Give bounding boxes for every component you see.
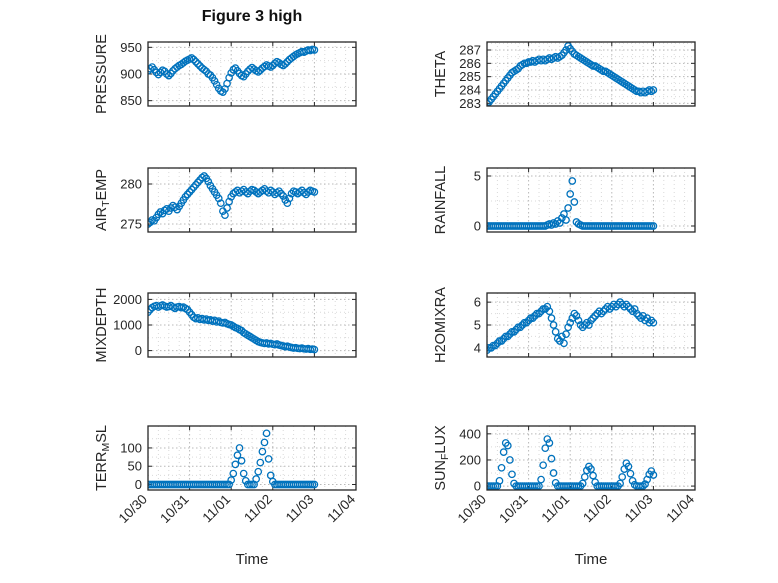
x-tick-label: 11/02	[241, 492, 275, 526]
scatter-series	[148, 429, 319, 489]
subplot-terr_msl: 0 50 100 10/30 10/31 11/01 11/02 11/03 11/04 TERR…	[94, 425, 358, 526]
x-tick-label: 10/31	[496, 492, 531, 527]
y-tick-label: 900	[120, 67, 142, 82]
y-tick-label: 2000	[113, 292, 142, 307]
y-tick-label: 0	[135, 477, 142, 492]
y-tick-label: 5	[474, 169, 481, 184]
x-tick-label: 11/01	[200, 492, 234, 526]
x-tick-label: 11/02	[580, 492, 614, 526]
subplot-pressure: 850 900 950 PRESSURE	[94, 34, 357, 114]
scatter-series	[148, 45, 319, 96]
subplot-h2omixra: 4 5 6 H2OMIXRA	[433, 287, 696, 363]
subplot-sun_flux: 0 200 400 10/30 10/31 11/01 11/02 11/03 11/04 SUN…	[433, 425, 697, 526]
x-tick-label: 11/03	[622, 492, 656, 526]
y-axis-label: PRESSURE	[94, 34, 110, 114]
scatter-series	[487, 42, 658, 106]
y-tick-label: 286	[459, 56, 481, 71]
y-tick-label: 950	[120, 40, 142, 55]
y-tick-label: 287	[459, 43, 481, 58]
x-tick-label: 10/30	[455, 492, 490, 527]
y-tick-label: 100	[120, 440, 142, 455]
y-tick-label: 0	[474, 479, 481, 494]
scatter-series	[487, 298, 658, 354]
x-tick-label: 11/03	[283, 492, 317, 526]
figure-title: Figure 3 high	[201, 8, 303, 25]
y-axis-label: AIRTEMP	[94, 169, 112, 231]
scatter-series	[148, 301, 319, 354]
y-tick-label: 50	[128, 459, 142, 474]
y-tick-label: 0	[474, 219, 481, 234]
subplot-air_temp: 275 280 AIRTEMP	[94, 167, 357, 233]
y-tick-label: 400	[459, 426, 481, 441]
scatter-series	[487, 435, 658, 490]
y-tick-label: 284	[459, 83, 481, 98]
y-axis-label: H2OMIXRA	[433, 287, 449, 363]
x-tick-label: 10/31	[157, 492, 192, 527]
y-axis-label: TERRMSL	[94, 425, 112, 491]
y-tick-label: 850	[120, 93, 142, 108]
y-axis-label: MIXDEPTH	[94, 288, 110, 363]
y-tick-label: 283	[459, 96, 481, 111]
x-tick-label: 11/04	[324, 491, 358, 525]
y-tick-label: 285	[459, 69, 481, 84]
y-tick-label: 5	[474, 318, 481, 333]
y-tick-label: 0	[135, 343, 142, 358]
x-tick-label: 10/30	[116, 492, 151, 527]
y-axis-label: THETA	[433, 50, 449, 97]
scatter-series	[487, 177, 658, 230]
x-axis-label-right: Time	[574, 551, 608, 568]
x-axis-label-left: Time	[235, 551, 269, 568]
subplot-rainfall: 0 5 RAINFALL	[433, 166, 696, 235]
y-tick-label: 280	[120, 177, 142, 192]
y-tick-label: 4	[474, 340, 481, 355]
scatter-series	[148, 172, 319, 228]
y-tick-label: 275	[120, 217, 142, 232]
y-axis-label: RAINFALL	[433, 166, 449, 235]
y-tick-label: 6	[474, 295, 481, 310]
x-tick-label: 11/01	[539, 492, 573, 526]
y-tick-label: 200	[459, 452, 481, 467]
y-tick-label: 1000	[113, 318, 142, 333]
x-tick-label: 11/04	[663, 491, 697, 525]
y-axis-label: SUNFLUX	[433, 425, 451, 491]
